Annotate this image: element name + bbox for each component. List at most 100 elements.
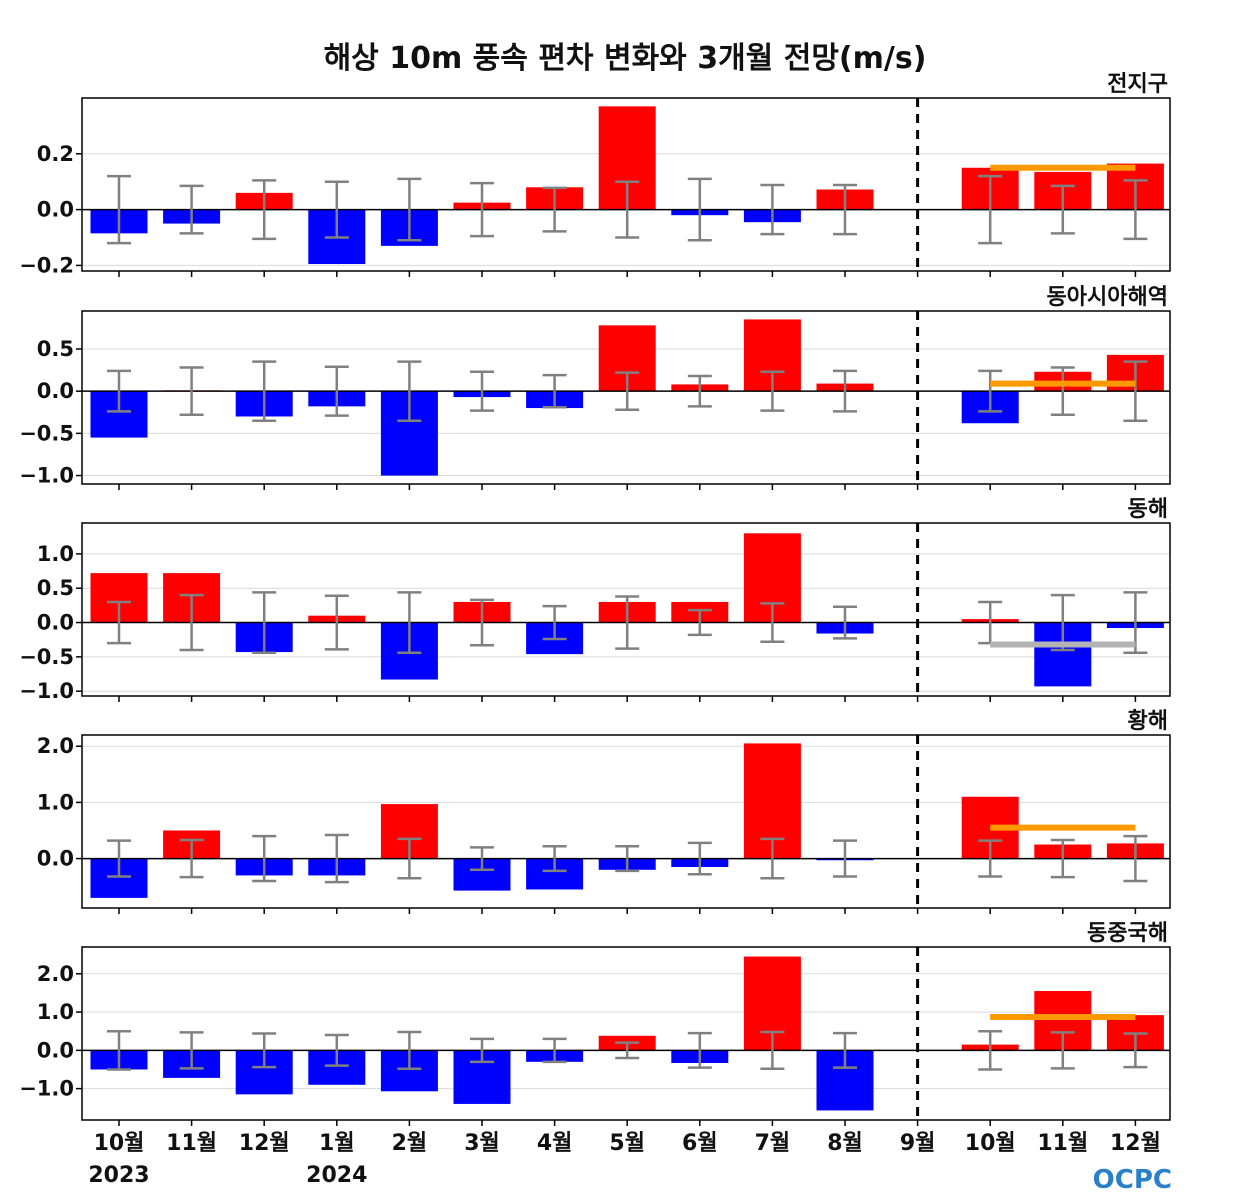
error-bar (107, 839, 131, 878)
region-label: 전지구 (1107, 72, 1168, 97)
error-bar (397, 591, 422, 654)
error-bar (1123, 179, 1148, 241)
y-tick-label: −0.5 (19, 645, 74, 669)
region-label: 동중국해 (1087, 921, 1168, 946)
error-bar (833, 839, 857, 878)
error-bar (978, 839, 1003, 878)
month-label: 1월 (319, 1131, 355, 1156)
error-bar (615, 844, 640, 873)
error-bar (179, 838, 204, 879)
error-bar (252, 1032, 277, 1069)
month-label: 11월 (1037, 1131, 1088, 1156)
error-bar (470, 598, 494, 647)
month-label: 11월 (166, 1131, 217, 1156)
error-bar (397, 177, 422, 242)
month-label: 12월 (239, 1131, 290, 1156)
error-bar (615, 371, 640, 411)
error-bar (1123, 834, 1148, 883)
y-tick-label: 0.2 (37, 142, 74, 166)
error-bar (760, 183, 785, 236)
panel-4: 황해 0.0 1.0 2.0 (37, 709, 1171, 914)
y-tick-label: −0.2 (19, 253, 74, 277)
y-tick-label: 1.0 (37, 1000, 74, 1024)
panel-frame (81, 946, 1171, 1121)
error-bar (324, 365, 349, 417)
y-tick-label: 0.0 (37, 1038, 74, 1062)
error-bar (833, 1031, 857, 1069)
month-label: 12월 (1110, 1131, 1161, 1156)
region-label: 황해 (1128, 709, 1168, 734)
month-label: 8월 (827, 1131, 863, 1156)
error-bar (1050, 366, 1075, 417)
error-bar (179, 366, 204, 417)
error-bar (978, 174, 1003, 245)
y-tick-label: −1.0 (19, 679, 74, 703)
y-tick-label: 1.0 (37, 542, 74, 566)
error-bar (833, 183, 857, 236)
error-bar (252, 179, 277, 241)
error-bar (397, 837, 422, 880)
y-tick-label: −1.0 (19, 1077, 74, 1101)
error-bar (542, 604, 567, 641)
error-bar (107, 174, 131, 245)
error-bar (615, 180, 640, 239)
month-label: 7월 (755, 1131, 791, 1156)
month-label: 9월 (900, 1131, 936, 1156)
error-bar (833, 605, 857, 640)
error-bar (833, 369, 857, 413)
error-bar (1050, 184, 1075, 235)
panel-frame (81, 734, 1171, 909)
y-tick-label: −0.5 (19, 421, 74, 445)
error-bar (252, 360, 277, 422)
month-label: 4월 (537, 1131, 573, 1156)
error-bar (470, 181, 494, 238)
error-bar (542, 186, 567, 233)
error-bar (1050, 1031, 1075, 1070)
error-bar (107, 1029, 131, 1071)
panel-5: 동중국해 −1.0 0.0 1.0 2.0 (19, 921, 1171, 1126)
panel-frame (81, 522, 1171, 697)
y-tick-label: −1.0 (19, 464, 74, 488)
error-bar (324, 1033, 349, 1067)
panel-2: 동아시아해역 −1.0 −0.5 0.0 0.5 (19, 285, 1171, 490)
error-bar (179, 593, 204, 652)
month-label: 10월 (94, 1131, 145, 1156)
panels: 전지구 −0.2 0.0 0.2 동아시아해역 −1.0 −0.5 0.0 0.5 동해 −1.0 −… (19, 72, 1171, 1126)
error-bar (760, 1030, 785, 1070)
error-bar (687, 1031, 712, 1069)
month-label: 10월 (965, 1131, 1016, 1156)
panel-1: 전지구 −0.2 0.0 0.2 (19, 72, 1171, 277)
y-tick-label: 2.0 (37, 962, 74, 986)
error-bar (542, 373, 567, 409)
month-label: 3월 (464, 1131, 500, 1156)
error-bar (470, 370, 494, 412)
ocpc-logo: OCPC (1093, 1165, 1172, 1195)
error-bar (107, 600, 131, 645)
panel-3: 동해 −1.0 −0.5 0.0 0.5 1.0 (19, 497, 1171, 703)
error-bar (760, 837, 785, 880)
error-bar (324, 594, 349, 651)
error-bar (615, 1041, 640, 1060)
error-bar (324, 833, 349, 884)
error-bar (252, 591, 277, 654)
error-bar (687, 841, 712, 876)
error-bar (687, 608, 712, 637)
error-bar (760, 370, 785, 412)
error-bar (324, 180, 349, 239)
error-bar (760, 602, 785, 644)
error-bar (252, 834, 277, 883)
error-bar (397, 1030, 422, 1070)
y-tick-label: 1.0 (37, 790, 74, 814)
y-tick-label: 0.0 (37, 379, 74, 403)
error-bar (1050, 838, 1075, 879)
year-label: 2023 (88, 1163, 149, 1188)
month-label: 6월 (682, 1131, 718, 1156)
error-bar (470, 1037, 494, 1064)
region-label: 동해 (1128, 497, 1168, 522)
error-bar (1050, 593, 1075, 652)
year-label: 2024 (306, 1163, 367, 1188)
error-bar (542, 844, 567, 873)
month-label: 5월 (609, 1131, 645, 1156)
y-tick-label: 0.5 (37, 576, 74, 600)
x-axis: 10월 11월 12월 1월 2월 3월 4월 5월 6월 7월 8월 9월 10월 11월 12월 2023… (88, 1131, 1160, 1188)
